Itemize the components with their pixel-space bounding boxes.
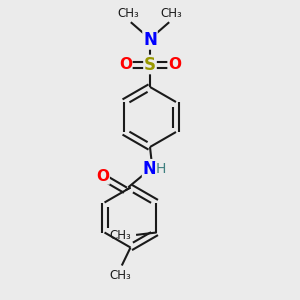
Text: S: S <box>144 56 156 74</box>
Text: O: O <box>96 169 109 184</box>
Text: H: H <box>155 162 166 176</box>
Text: O: O <box>119 57 132 72</box>
Text: N: N <box>142 160 156 178</box>
Text: CH₃: CH₃ <box>118 8 139 20</box>
Text: CH₃: CH₃ <box>110 229 132 242</box>
Text: CH₃: CH₃ <box>109 269 131 282</box>
Text: CH₃: CH₃ <box>161 8 182 20</box>
Text: N: N <box>143 31 157 49</box>
Text: O: O <box>168 57 181 72</box>
